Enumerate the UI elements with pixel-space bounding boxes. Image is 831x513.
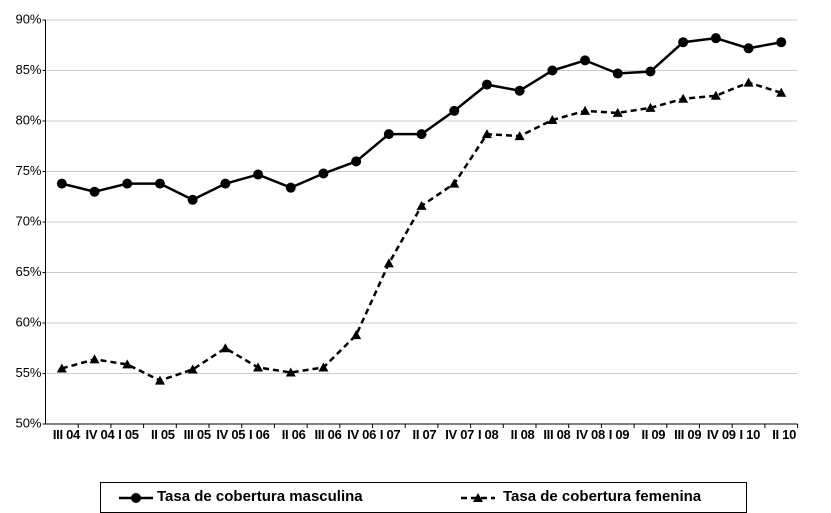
point	[612, 68, 623, 79]
point	[678, 93, 689, 103]
point	[449, 178, 460, 188]
point	[131, 493, 141, 503]
legend-label: Tasa de cobertura femenina	[503, 488, 702, 505]
point	[645, 66, 656, 77]
x-tick-label: II 05	[150, 427, 175, 442]
point	[776, 87, 787, 97]
point	[383, 129, 394, 140]
point	[481, 79, 492, 90]
point	[547, 114, 558, 124]
point	[187, 364, 198, 374]
point	[89, 186, 100, 197]
x-tick-label: IV 05	[216, 427, 246, 442]
point	[580, 55, 591, 66]
legend: Tasa de cobertura masculina Tasa de cobe…	[100, 482, 747, 513]
x-tick-label: II 07	[412, 427, 437, 442]
point	[253, 362, 264, 372]
y-tick-label: 90%	[15, 11, 41, 26]
series-line	[61, 81, 782, 382]
point	[580, 105, 591, 115]
x-tick-label: II 09	[641, 427, 666, 442]
point	[351, 156, 362, 167]
point	[449, 105, 460, 116]
point	[56, 363, 67, 373]
x-tick-label: IV 06	[347, 427, 376, 442]
point	[710, 33, 721, 44]
point	[285, 182, 296, 193]
point	[318, 362, 329, 372]
x-tick-label: I 05	[118, 427, 139, 442]
point	[743, 77, 754, 87]
point	[547, 65, 558, 76]
point	[253, 169, 264, 180]
point	[416, 200, 427, 210]
x-tick-label: I 07	[379, 427, 401, 442]
x-tick-label: IV 08	[576, 427, 605, 442]
point	[154, 178, 165, 189]
point	[318, 168, 329, 179]
point	[743, 43, 754, 54]
x-tick-label: III 04	[52, 427, 80, 442]
point	[220, 178, 231, 189]
series-line	[61, 36, 782, 202]
point	[89, 354, 100, 364]
x-tick-label: I 10	[739, 427, 761, 442]
point	[122, 178, 133, 189]
x-tick-label: IV 09	[706, 427, 736, 442]
point	[122, 359, 133, 369]
point	[220, 343, 231, 353]
y-tick-label: 65%	[15, 264, 41, 279]
x-tick-label: III 09	[674, 427, 702, 442]
y-tick-label: 55%	[15, 365, 41, 380]
point	[710, 90, 721, 100]
point	[776, 37, 787, 48]
point	[416, 129, 427, 140]
point	[514, 85, 525, 96]
x-tick-label: III 05	[183, 427, 211, 442]
x-tick-label: II 10	[772, 427, 797, 442]
x-tick-label: IV 04	[85, 427, 115, 442]
x-tick-label: III 06	[314, 427, 342, 442]
point	[645, 102, 656, 112]
point	[351, 330, 362, 340]
y-tick-label: 70%	[15, 213, 41, 228]
point	[678, 37, 689, 48]
x-tick-label: III 08	[543, 427, 571, 442]
point	[612, 107, 623, 117]
point	[187, 194, 198, 205]
point	[285, 367, 296, 377]
y-tick-label: 60%	[15, 314, 41, 329]
x-tick-label: I 09	[608, 427, 630, 442]
legend-symbols	[119, 493, 495, 503]
point	[473, 493, 483, 502]
x-tick-label: I 06	[249, 427, 270, 442]
legend-label: Tasa de cobertura masculina	[157, 488, 363, 505]
point	[514, 131, 525, 141]
y-tick-label: 85%	[15, 62, 41, 77]
point	[383, 258, 394, 268]
y-tick-label: 75%	[15, 163, 41, 178]
x-tick-label: I 08	[477, 427, 499, 442]
x-tick-label: II 06	[281, 427, 306, 442]
point	[481, 129, 492, 139]
point	[56, 178, 67, 189]
x-tick-label: II 08	[510, 427, 535, 442]
y-tick-label: 80%	[15, 112, 41, 127]
y-tick-label: 50%	[15, 415, 41, 430]
x-tick-label: IV 07	[445, 427, 475, 442]
point	[154, 375, 165, 385]
